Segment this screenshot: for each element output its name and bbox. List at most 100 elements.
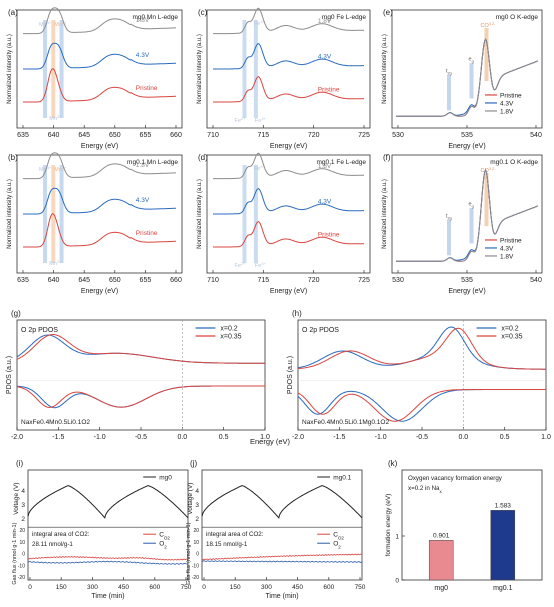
y-tick-label: 3 [21,502,25,509]
curve-label: 4.3V [318,53,332,60]
y-tick-label: -20 [18,575,25,581]
y-tick-label: 10 [19,540,25,546]
x-tick-label: -1.0 [375,434,387,441]
formula-label: NaxFe0.4Mn0.5Li0.1Mg0.1O2 [302,419,389,426]
gas-plot-frame-j [201,469,363,581]
y-axis-label: Normalized intensity (a.u.) [382,179,388,249]
ion-label: Fe2+ [234,262,246,269]
y-tick-label: 4 [195,488,199,495]
x-tick-label: 530 [392,132,404,139]
energy-band [447,74,451,111]
legend-label: 4.3V [500,245,514,252]
x-tick-label: 715 [257,132,269,139]
x-tick-label: 600 [149,584,160,591]
x-tick-label: 645 [78,277,90,284]
panel-letter: (a) [8,8,18,17]
x-tick-label: 645 [78,132,90,139]
integral-value: 18.15 nmol/g-1 [206,541,248,548]
x-tick-label: 635 [17,132,29,139]
ion-label: Fe3+ [254,20,266,27]
xas-series-f [396,168,539,262]
legend-label: O2 [159,541,167,550]
ion-label: Mn2+ [49,115,62,122]
band-label: eg [469,202,474,209]
y-axis-label: Gas flux (nmol g-1 min-1) [12,522,18,584]
ion-label: Fe2+ [234,117,246,124]
co2-series-j [201,553,363,561]
panel-title: mg0.1 Fe L-edge [316,159,366,166]
pdos-series-g [16,385,265,408]
energy-band [242,20,247,118]
curve-label: 4.3V [136,52,150,59]
panel-letter: (k) [388,459,398,468]
energy-band [43,20,48,118]
curve-label: 4.3V [136,197,150,204]
curve-label: 1.8V [136,17,150,24]
x-tick-label: 450 [118,584,129,591]
xas-series-e [396,38,539,117]
o2-series-i [27,560,189,565]
energy-band [59,20,64,118]
xas-series-d [213,221,365,248]
y-tick-label: 1 [395,534,399,541]
legend-label: 4.3V [500,100,514,107]
x-tick-label: 0.5 [500,434,510,441]
xas-series-c [213,7,364,35]
integral-label: integral area of CO2: [32,531,90,538]
y-axis-label: formation energy (eV) [385,494,392,557]
co2-series-i [27,556,189,561]
energy-band [253,20,258,118]
x-axis-label: Time (min) [91,593,124,600]
legend-label: CO2 [159,532,170,541]
x-tick-label: 1.0 [260,434,270,441]
curve-label: Pristine [318,231,340,238]
x-tick-label: 715 [257,277,269,284]
o2-series-j [201,560,363,563]
xas-series-c [213,76,365,103]
xas-plot-frame-c [206,9,371,129]
legend-label: mg0 [159,475,172,482]
curve-label: 1.8V [318,163,332,170]
pdos-series-h [297,389,546,422]
y-tick-label: 3 [195,502,199,509]
band-label: CO3 2- [481,22,497,29]
curve-label: Pristine [318,86,340,93]
panel-letter: (h) [292,309,302,318]
y-axis-label: Normalized intensity (a.u.) [382,34,388,104]
legend-label: x=0.2 [501,326,518,333]
y-tick-label: 20 [193,528,199,534]
xas-series-b [23,152,176,180]
y-tick-label: 10 [193,540,199,546]
y-tick-label: 2 [21,516,25,523]
y-tick-label: 0 [395,578,399,585]
y-tick-label: -10 [18,563,25,569]
x-tick-label: -1.5 [52,434,64,441]
band-label: CO3 2- [481,167,497,174]
x-tick-label: 535 [461,277,473,284]
panel-title: O 2p PDOS [302,327,339,334]
x-tick-label: 300 [261,584,272,591]
x-tick-label: 535 [461,132,473,139]
band-label: eg [469,57,474,64]
xas-series-e [396,38,539,117]
x-tick-label: -0.5 [135,434,147,441]
panel-title: mg0 Fe L-edge [322,14,366,21]
x-tick-label: 0.0 [458,434,468,441]
bar-plot-frame-k [401,469,543,581]
ion-label: Mn4+ [54,166,67,173]
xas-series-f [396,168,539,262]
x-tick-label: 710 [207,132,219,139]
ion-label: Mn2+ [49,260,62,267]
x-tick-label: 300 [87,584,98,591]
y-axis-label: PDOS (a.u.) [287,356,294,394]
xas-plot-frame-b [16,154,183,274]
x-tick-label: 540 [530,132,542,139]
energy-band [484,28,489,82]
legend-label: mg0.1 [333,475,351,482]
legend-label: Pristine [500,92,522,99]
xas-series-d [213,152,364,180]
energy-band [447,219,451,256]
panel-letter: (i) [16,459,23,468]
x-tick-label: -0.5 [416,434,428,441]
